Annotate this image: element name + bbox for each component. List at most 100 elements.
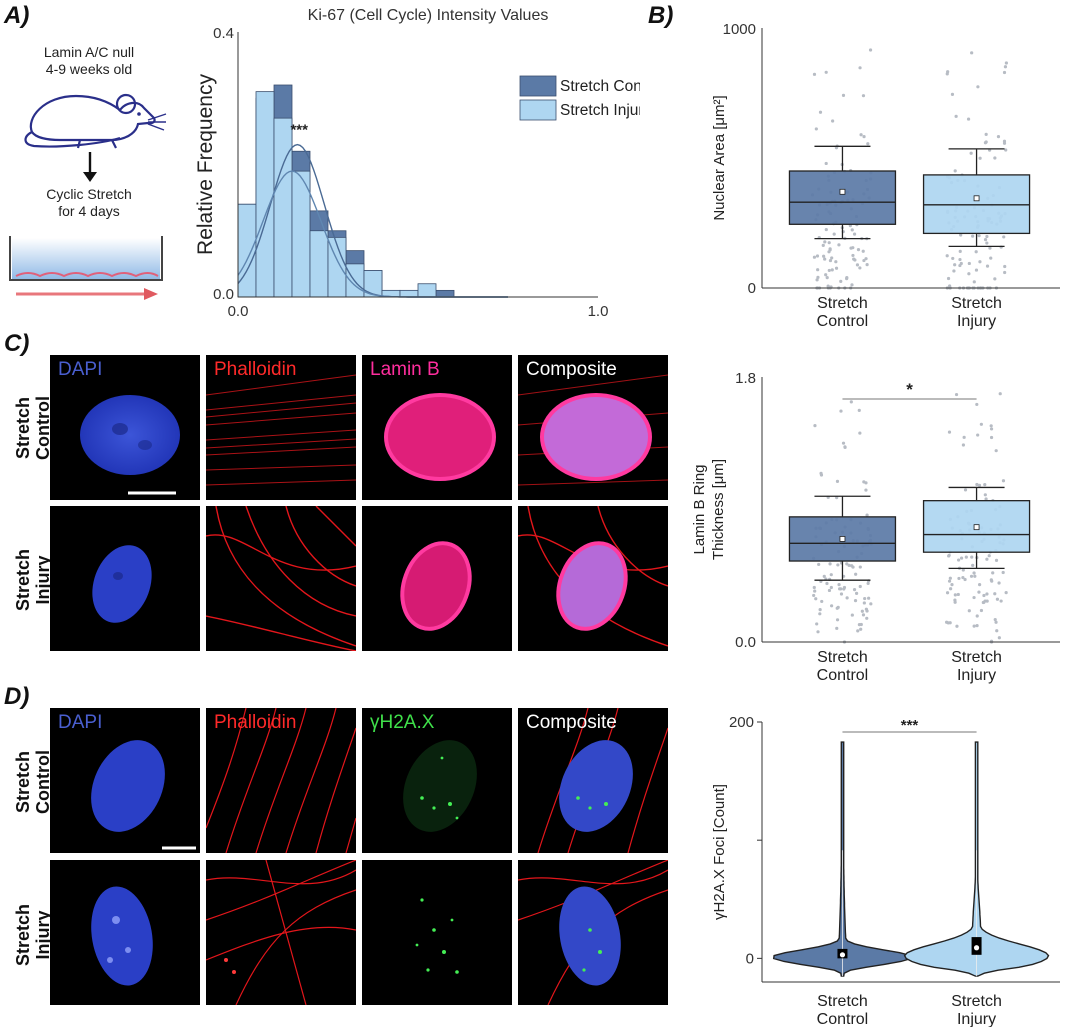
scatter-point [974, 250, 978, 254]
scatter-point [994, 558, 999, 562]
image-c-control-laminb: Lamin B [362, 355, 512, 500]
ytick-min: 0 [746, 950, 754, 967]
scatter-point [847, 563, 851, 567]
scatter-point [953, 593, 957, 597]
scatter-point [842, 585, 847, 590]
category-label-line1: Stretch [817, 295, 868, 312]
scatter-point [983, 238, 988, 242]
scatter-point [957, 558, 961, 562]
scatter-point [815, 254, 820, 258]
scatter-point [953, 263, 957, 267]
scatter-point [978, 156, 982, 160]
scatter-point [865, 609, 869, 613]
scatter-point [957, 576, 961, 581]
scatter-point [860, 609, 864, 613]
scatter-point [977, 483, 982, 487]
scatter-point [989, 427, 994, 431]
scatter-point [972, 624, 976, 628]
scatter-point [863, 596, 867, 601]
scatter-point [855, 263, 860, 267]
scatter-point [827, 241, 831, 245]
scatter-point [849, 400, 853, 404]
scatter-point [866, 581, 870, 586]
label-d-h2ax: γH2A.X [370, 712, 435, 733]
scatter-point [975, 624, 979, 628]
scatter-point [826, 284, 830, 288]
scatter-point [864, 481, 868, 485]
scatter-point [858, 431, 862, 435]
scatter-point [835, 618, 840, 622]
scatter-point [857, 408, 861, 412]
scatter-point [985, 264, 990, 268]
scatter-point [955, 624, 959, 628]
scatter-point [865, 513, 869, 517]
scatter-point [967, 609, 971, 613]
scatter-point [956, 592, 960, 597]
y-axis-label-line2: Thickness [μm] [710, 459, 727, 560]
scatter-point [827, 250, 831, 254]
scatter-point [824, 70, 828, 74]
scatter-point [974, 268, 979, 272]
scatter-point [982, 600, 986, 604]
scatter-point [814, 127, 818, 131]
scatter-point [959, 233, 963, 237]
scatter-point [950, 583, 954, 587]
image-c-injury-composite [518, 506, 668, 651]
scatter-point [814, 597, 818, 601]
scatter-point [991, 571, 995, 575]
scatter-point [1001, 479, 1006, 483]
histogram-bar-injury [255, 91, 275, 298]
scatter-point [983, 493, 987, 497]
y-axis-label-line1: Lamin B Ring [691, 464, 708, 554]
scatter-point [851, 253, 855, 258]
scatter-point [959, 556, 964, 560]
category-label-line2: Control [817, 313, 869, 330]
image-c-control-phalloidin: Phalloidin [206, 355, 356, 500]
scatter-point [858, 565, 862, 569]
scatter-point [829, 573, 833, 577]
scatter-point [997, 636, 1001, 640]
scatter-point [978, 583, 982, 587]
scatter-point [949, 587, 953, 591]
scatter-point [839, 587, 843, 591]
scatter-point [827, 268, 831, 273]
scatter-point [958, 257, 962, 262]
image-c-control-dapi: DAPI [50, 355, 200, 500]
scatter-point [823, 257, 827, 261]
scatter-point [869, 602, 873, 606]
scatter-point [815, 278, 819, 282]
scatter-point [988, 246, 992, 250]
scatter-point [972, 571, 976, 575]
scatter-point [993, 156, 997, 160]
scatter-point [859, 627, 863, 631]
significance-label: *** [901, 717, 919, 734]
scatter-point [862, 135, 866, 139]
scatter-point [819, 473, 824, 477]
ytick-max: 1.8 [735, 370, 756, 387]
row-label-d-control: Stretch Control [13, 750, 53, 814]
ytick-max: 1000 [723, 21, 756, 38]
label-c-phalloidin: Phalloidin [214, 359, 297, 380]
histogram-ytick-min: 0.0 [213, 286, 234, 303]
violin-median-marker [973, 945, 980, 951]
mean-marker [973, 195, 980, 202]
scatter-point [975, 482, 979, 487]
scatter-point [835, 606, 839, 610]
scatter-point [832, 232, 836, 236]
scatter-point [998, 392, 1002, 396]
nuclear-area-boxplot: StretchControlStretchInjury10000Nuclear … [711, 21, 1060, 330]
image-c-control-composite: Composite [518, 355, 668, 500]
scatter-point [823, 240, 827, 244]
label-d-dapi: DAPI [58, 712, 103, 733]
label-c-composite: Composite [526, 359, 617, 380]
row-label-d-injury: Stretch Injury [13, 904, 53, 967]
scatter-point [841, 441, 846, 445]
stretch-description: Cyclic Stretch for 4 days [14, 186, 164, 220]
legend-label-control: Stretch Control [560, 78, 640, 95]
scatter-point [864, 488, 868, 492]
image-c-injury-dapi [50, 506, 200, 651]
scatter-point [829, 585, 833, 590]
label-c-dapi: DAPI [58, 359, 103, 380]
